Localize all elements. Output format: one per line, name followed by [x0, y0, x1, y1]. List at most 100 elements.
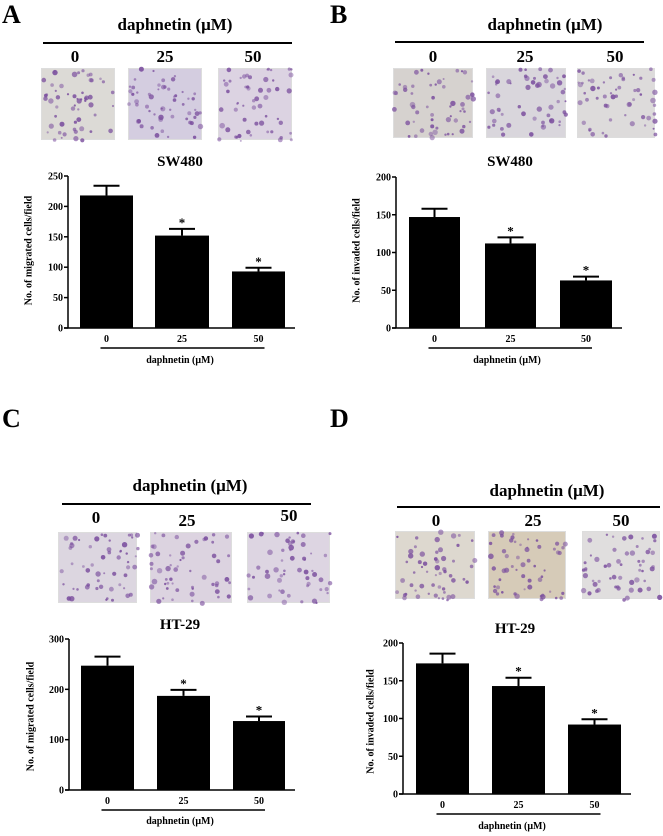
- significance-marker: *: [515, 664, 522, 679]
- x-tick-label: 0: [440, 800, 445, 811]
- treatment-bracket-a: [43, 42, 292, 44]
- cells-pattern-icon: [577, 67, 658, 138]
- cells-pattern-icon: [41, 69, 115, 143]
- micrograph-d-0: [395, 529, 478, 602]
- conc-label-b-25: 25: [516, 47, 534, 66]
- treatment-bracket-b: [395, 41, 644, 43]
- conc-label-d-50: 50: [612, 511, 630, 530]
- x-axis-label-a: daphnetin (μM): [146, 355, 214, 366]
- bar: [155, 235, 209, 328]
- x-tick-label: 50: [581, 334, 591, 345]
- x-axis-label-d: daphnetin (μM): [478, 821, 546, 832]
- cells-pattern-icon: [580, 533, 663, 602]
- x-tick-label: 0: [105, 796, 110, 807]
- treatment-bracket-c: [62, 503, 311, 505]
- x-tick-label: 25: [506, 334, 516, 345]
- x-tick-label: 25: [177, 334, 187, 345]
- y-tick-label: 50: [53, 293, 63, 304]
- y-tick-label: 200: [49, 685, 64, 696]
- conc-label-b-50: 50: [606, 47, 624, 66]
- x-tick-label: 50: [590, 800, 600, 811]
- significance-marker: *: [507, 223, 514, 238]
- y-tick-label: 100: [383, 714, 398, 725]
- cells-pattern-icon: [395, 529, 478, 602]
- y-tick-label: 0: [58, 324, 63, 335]
- cells-pattern-icon: [487, 67, 568, 137]
- x-axis-label-b: daphnetin (μM): [473, 355, 541, 366]
- y-tick-label: 200: [383, 639, 398, 650]
- bar: [233, 721, 285, 790]
- treatment-title-c: daphnetin (μM): [132, 476, 248, 495]
- y-tick-label: 50: [381, 286, 391, 297]
- bar: [157, 695, 210, 790]
- cells-pattern-icon: [148, 532, 231, 606]
- bar: [492, 686, 545, 794]
- cells-pattern-icon: [217, 67, 294, 143]
- bar: [568, 724, 621, 794]
- y-tick-label: 100: [376, 248, 391, 259]
- conc-label-a-0: 0: [70, 47, 80, 66]
- y-tick-label: 0: [59, 786, 64, 797]
- significance-marker: *: [591, 705, 598, 720]
- chart-title-d: HT-29: [494, 621, 536, 637]
- conc-label-a-50: 50: [244, 47, 262, 66]
- bar: [409, 217, 460, 328]
- x-tick-label: 0: [104, 334, 109, 345]
- panel-letter-d: D: [330, 404, 349, 433]
- bar: [485, 243, 536, 328]
- conc-label-c-25: 25: [178, 511, 196, 530]
- treatment-title-d: daphnetin (μM): [489, 481, 605, 500]
- x-tick-label: 50: [254, 796, 264, 807]
- micrograph-c-50: [246, 531, 333, 605]
- y-tick-label: 50: [388, 752, 398, 763]
- significance-marker: *: [255, 254, 262, 269]
- micrograph-b-0: [392, 68, 476, 141]
- y-tick-label: 150: [376, 210, 391, 221]
- conc-label-b-0: 0: [428, 47, 438, 66]
- chart-title-a: SW480: [157, 154, 203, 170]
- cells-pattern-icon: [392, 68, 476, 141]
- chart-title-c: HT-29: [159, 617, 201, 633]
- micrograph-b-50: [577, 67, 658, 138]
- cells-pattern-icon: [246, 531, 333, 605]
- y-tick-label: 0: [386, 324, 391, 335]
- bar: [80, 195, 133, 328]
- treatment-title-a: daphnetin (μM): [117, 15, 233, 34]
- conc-label-c-50: 50: [280, 506, 298, 525]
- x-tick-label: 25: [179, 796, 189, 807]
- micrograph-d-50: [580, 531, 663, 602]
- y-tick-label: 100: [48, 263, 63, 274]
- bar: [416, 663, 469, 794]
- y-tick-label: 200: [48, 202, 63, 213]
- treatment-title-b: daphnetin (μM): [487, 15, 603, 34]
- panel-letter-a: A: [2, 0, 21, 29]
- panel-letter-b: B: [330, 0, 348, 29]
- micrograph-d-25: [488, 530, 568, 602]
- bar: [81, 665, 134, 790]
- y-tick-label: 100: [49, 735, 64, 746]
- micrograph-b-25: [486, 67, 568, 138]
- chart-title-b: SW480: [487, 154, 533, 170]
- conc-label-d-0: 0: [431, 511, 441, 530]
- conc-label-d-25: 25: [524, 511, 542, 530]
- x-tick-label: 0: [432, 334, 437, 345]
- conc-label-a-25: 25: [156, 47, 174, 66]
- conc-label-c-0: 0: [91, 508, 101, 527]
- micrograph-c-25: [148, 532, 232, 606]
- cells-pattern-icon: [59, 532, 140, 602]
- significance-marker: *: [583, 263, 590, 278]
- y-tick-label: 200: [376, 173, 391, 184]
- micrograph-c-0: [58, 532, 140, 603]
- x-axis-label-c: daphnetin (μM): [146, 816, 214, 827]
- micrograph-a-50: [217, 67, 294, 143]
- bar: [232, 271, 285, 328]
- significance-marker: *: [179, 215, 186, 230]
- x-tick-label: 25: [514, 800, 524, 811]
